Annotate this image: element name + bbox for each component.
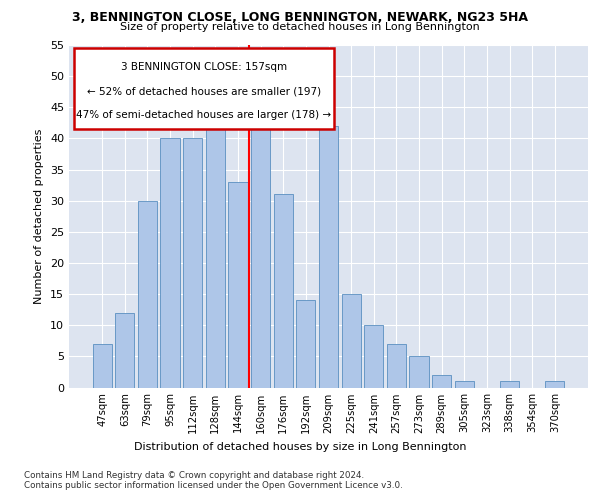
Bar <box>455 382 474 388</box>
Text: Contains public sector information licensed under the Open Government Licence v3: Contains public sector information licen… <box>24 481 403 490</box>
Bar <box>500 382 519 388</box>
Bar <box>319 126 338 388</box>
Bar <box>409 356 428 388</box>
Bar <box>341 294 361 388</box>
Bar <box>296 300 316 388</box>
Text: Contains HM Land Registry data © Crown copyright and database right 2024.: Contains HM Land Registry data © Crown c… <box>24 471 364 480</box>
Bar <box>206 126 225 388</box>
Text: 47% of semi-detached houses are larger (178) →: 47% of semi-detached houses are larger (… <box>76 110 332 120</box>
Y-axis label: Number of detached properties: Number of detached properties <box>34 128 44 304</box>
Bar <box>160 138 180 388</box>
Text: 3 BENNINGTON CLOSE: 157sqm: 3 BENNINGTON CLOSE: 157sqm <box>121 62 287 72</box>
Bar <box>92 344 112 388</box>
Bar <box>115 313 134 388</box>
Bar <box>364 325 383 388</box>
Bar <box>251 101 270 388</box>
Bar <box>274 194 293 388</box>
FancyBboxPatch shape <box>74 48 334 129</box>
Text: 3, BENNINGTON CLOSE, LONG BENNINGTON, NEWARK, NG23 5HA: 3, BENNINGTON CLOSE, LONG BENNINGTON, NE… <box>72 11 528 24</box>
Bar <box>545 382 565 388</box>
Text: Distribution of detached houses by size in Long Bennington: Distribution of detached houses by size … <box>134 442 466 452</box>
Text: Size of property relative to detached houses in Long Bennington: Size of property relative to detached ho… <box>120 22 480 32</box>
Bar <box>138 200 157 388</box>
Bar <box>229 182 248 388</box>
Bar <box>387 344 406 388</box>
Bar <box>432 375 451 388</box>
Bar <box>183 138 202 388</box>
Text: ← 52% of detached houses are smaller (197): ← 52% of detached houses are smaller (19… <box>87 86 321 96</box>
